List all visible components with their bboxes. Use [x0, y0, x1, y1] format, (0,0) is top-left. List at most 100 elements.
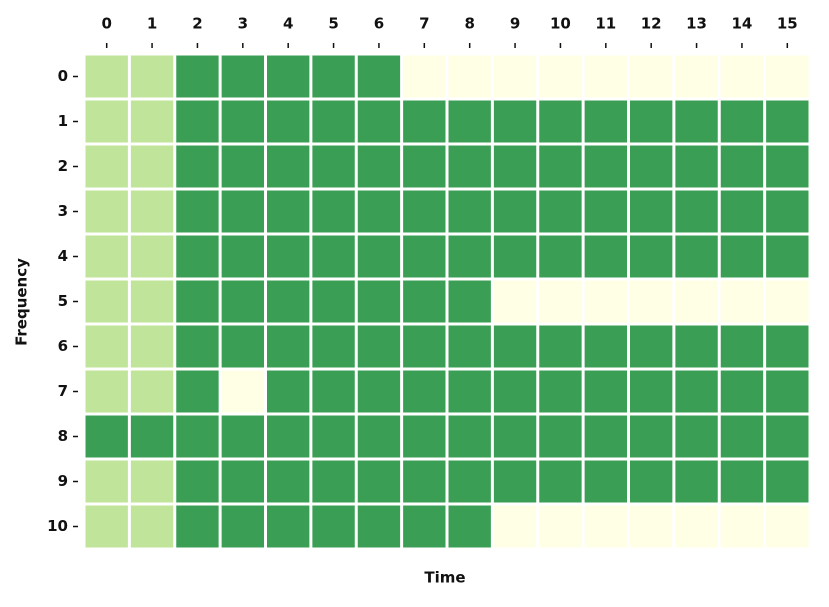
x-tick-label: 11	[595, 15, 616, 33]
x-tick-label: 12	[641, 15, 662, 33]
heatmap-cell	[448, 100, 491, 143]
heatmap-cell	[539, 235, 582, 278]
heatmap-cell	[766, 145, 809, 188]
heatmap-cell	[539, 190, 582, 233]
heatmap-cell	[493, 505, 537, 548]
heatmap-cell	[85, 505, 128, 548]
heatmap-cell	[584, 190, 627, 233]
heatmap-cell	[675, 280, 718, 323]
heatmap-cell	[493, 235, 537, 278]
heatmap-cell	[720, 415, 764, 458]
heatmap-cell	[675, 235, 718, 278]
y-tick-label: 6	[58, 337, 68, 355]
heatmap-cell	[312, 370, 355, 413]
heatmap-cell	[630, 100, 673, 143]
heatmap-cell	[448, 460, 491, 503]
heatmap-cell	[130, 505, 174, 548]
x-tick-label: 8	[464, 15, 474, 33]
heatmap-cell	[766, 415, 809, 458]
heatmap-cell	[357, 235, 401, 278]
heatmap-cell	[584, 145, 627, 188]
heatmap-cell	[85, 280, 128, 323]
heatmap-cell	[85, 190, 128, 233]
heatmap-cell	[85, 55, 128, 98]
y-tick-label: 2	[58, 157, 68, 175]
y-tick-label: 10	[47, 517, 68, 535]
heatmap-cell	[584, 100, 627, 143]
heatmap-cell	[130, 280, 174, 323]
x-tick-label: 14	[732, 15, 753, 33]
heatmap-cell	[493, 325, 537, 368]
heatmap-cell	[493, 145, 537, 188]
heatmap-cell	[766, 370, 809, 413]
y-tick-label: 7	[58, 382, 68, 400]
heatmap-cell	[267, 235, 310, 278]
heatmap-cell	[766, 235, 809, 278]
heatmap-cell	[403, 55, 446, 98]
heatmap-cell	[176, 145, 219, 188]
x-tick-label: 9	[510, 15, 520, 33]
heatmap-cell	[630, 370, 673, 413]
heatmap-cell	[766, 190, 809, 233]
heatmap-cell	[221, 55, 264, 98]
heatmap-cell	[584, 415, 627, 458]
x-tick-label: 10	[550, 15, 571, 33]
heatmap-cell	[403, 325, 446, 368]
heatmap-cell	[539, 505, 582, 548]
heatmap-cell	[357, 505, 401, 548]
heatmap-cell	[448, 415, 491, 458]
heatmap-cell	[539, 100, 582, 143]
heatmap-cell	[312, 235, 355, 278]
heatmap-cell	[720, 280, 764, 323]
heatmap-cell	[176, 325, 219, 368]
heatmap-cell	[584, 505, 627, 548]
heatmap-cell	[267, 325, 310, 368]
heatmap-cell	[675, 190, 718, 233]
heatmap-cell	[539, 325, 582, 368]
heatmap-cell	[766, 460, 809, 503]
heatmap-cell	[130, 145, 174, 188]
heatmap-cell	[539, 460, 582, 503]
heatmap-cell	[130, 55, 174, 98]
heatmap-cell	[357, 100, 401, 143]
heatmap-cell	[221, 325, 264, 368]
heatmap-cell	[675, 415, 718, 458]
heatmap-cell	[267, 55, 310, 98]
heatmap-cell	[493, 415, 537, 458]
heatmap-cell	[312, 145, 355, 188]
heatmap-cell	[584, 370, 627, 413]
heatmap-cell	[630, 325, 673, 368]
x-tick-label: 3	[238, 15, 248, 33]
heatmap-cell	[630, 460, 673, 503]
y-axis-label: Frequency	[13, 258, 31, 346]
heatmap-cell	[85, 145, 128, 188]
heatmap-cell	[176, 505, 219, 548]
heatmap-cell	[720, 55, 764, 98]
heatmap-cell	[766, 55, 809, 98]
y-tick-label: 3	[58, 202, 68, 220]
heatmap-cell	[176, 415, 219, 458]
heatmap-cell	[448, 505, 491, 548]
heatmap-cell	[267, 415, 310, 458]
heatmap-cell	[539, 145, 582, 188]
heatmap-cell	[312, 325, 355, 368]
heatmap-cell	[357, 415, 401, 458]
heatmap-cell	[448, 235, 491, 278]
heatmap-cell	[720, 235, 764, 278]
heatmap-cell	[448, 190, 491, 233]
heatmap-cell	[267, 460, 310, 503]
heatmap-cell	[493, 55, 537, 98]
heatmap-cell	[176, 280, 219, 323]
heatmap-cell	[176, 55, 219, 98]
heatmap-cell	[630, 505, 673, 548]
heatmap-cell	[766, 280, 809, 323]
heatmap-cell	[403, 190, 446, 233]
heatmap-cell	[675, 505, 718, 548]
heatmap-cell	[630, 280, 673, 323]
heatmap-cell	[403, 280, 446, 323]
heatmap-cell	[448, 325, 491, 368]
heatmap-cell	[584, 280, 627, 323]
heatmap-cell	[403, 145, 446, 188]
heatmap-cell	[221, 280, 264, 323]
heatmap-cell	[176, 370, 219, 413]
